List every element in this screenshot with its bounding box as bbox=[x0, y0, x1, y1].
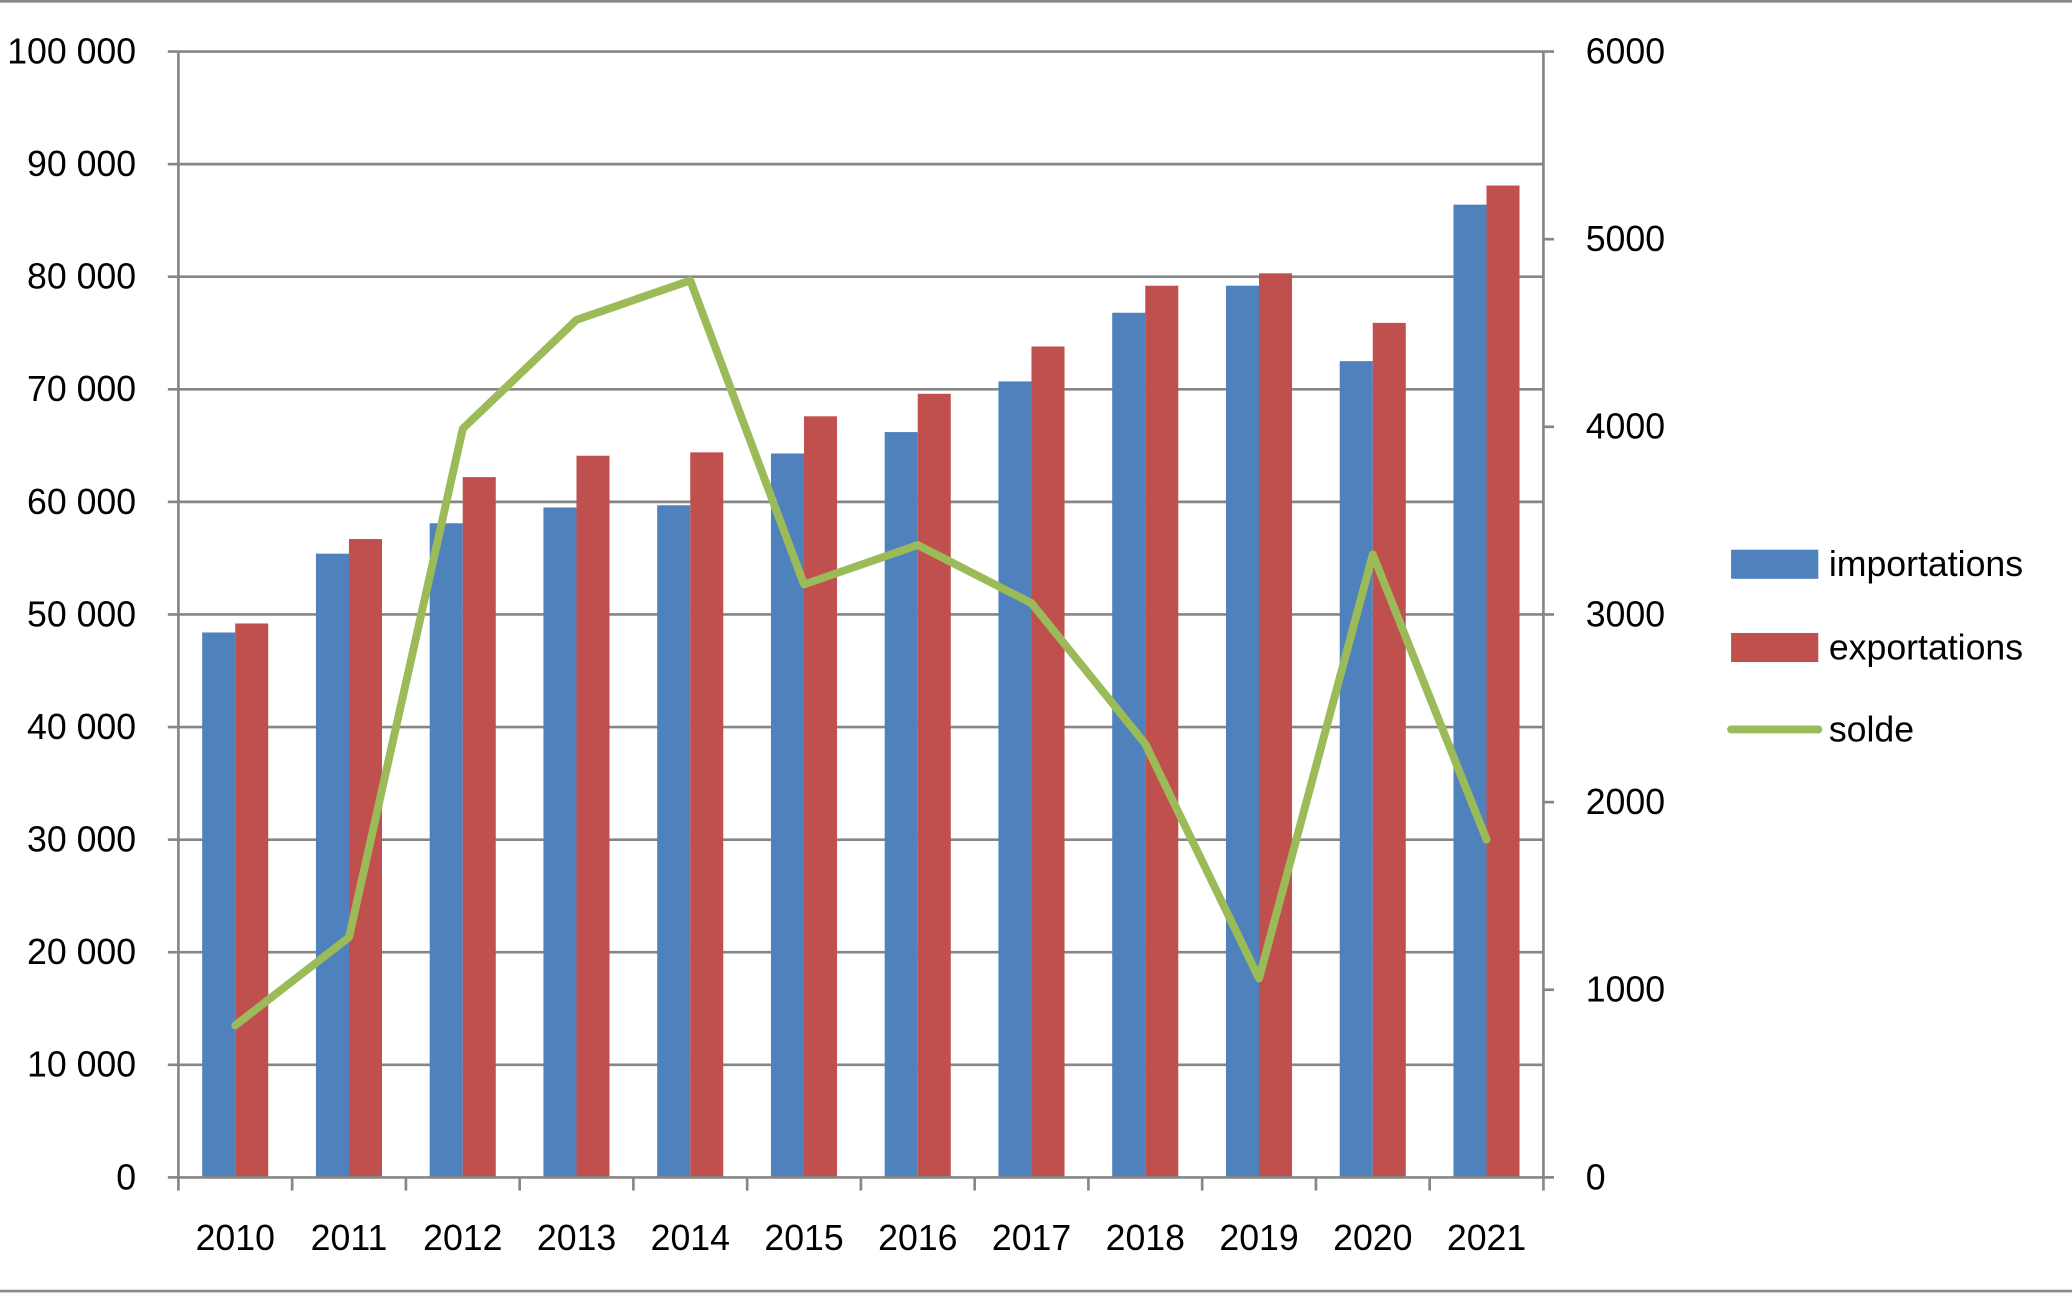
legend-label-solde: solde bbox=[1829, 709, 1914, 749]
left-axis-tick-label: 90 000 bbox=[27, 144, 136, 184]
x-axis-tick-label: 2013 bbox=[537, 1218, 616, 1258]
right-axis-tick-label: 3000 bbox=[1586, 594, 1665, 634]
legend-label-exportations: exportations bbox=[1829, 627, 2023, 667]
exportations-bar bbox=[1486, 185, 1520, 1178]
exportations-bar bbox=[1031, 346, 1065, 1178]
x-axis-tick-label: 2019 bbox=[1219, 1218, 1298, 1258]
left-axis-tick-label: 80 000 bbox=[27, 257, 136, 297]
x-axis-tick-label: 2014 bbox=[651, 1218, 730, 1258]
legend-swatch-importations bbox=[1731, 549, 1819, 579]
x-axis-tick-label: 2010 bbox=[196, 1218, 275, 1258]
legend-swatch-exportations bbox=[1731, 632, 1819, 663]
right-axis-tick-label: 4000 bbox=[1586, 407, 1665, 447]
exportations-bar bbox=[917, 393, 951, 1178]
left-axis-tick-label: 0 bbox=[116, 1157, 136, 1197]
exportations-bar bbox=[1145, 285, 1179, 1178]
exportations-bar bbox=[235, 623, 269, 1178]
left-axis-tick-label: 50 000 bbox=[27, 594, 136, 634]
importations-bar bbox=[1225, 285, 1259, 1178]
importations-bar bbox=[543, 507, 577, 1178]
x-axis-tick-label: 2016 bbox=[878, 1218, 957, 1258]
importations-bar bbox=[657, 505, 691, 1178]
left-axis-tick-label: 30 000 bbox=[27, 820, 136, 860]
axes bbox=[167, 50, 1554, 1191]
x-axis-tick-label: 2017 bbox=[992, 1218, 1071, 1258]
right-axis-tick-label: 2000 bbox=[1586, 782, 1665, 822]
right-axis-tick-label: 6000 bbox=[1586, 31, 1665, 71]
left-axis-tick-label: 40 000 bbox=[27, 707, 136, 747]
importations-bar bbox=[1112, 312, 1146, 1178]
x-axis-tick-label: 2018 bbox=[1106, 1218, 1185, 1258]
solde-line bbox=[231, 276, 1491, 1030]
left-axis-tick-label: 70 000 bbox=[27, 369, 136, 409]
exportations-bar bbox=[1258, 273, 1293, 1178]
importations-bar bbox=[202, 632, 236, 1178]
exportations-bar bbox=[1372, 322, 1406, 1178]
importations-bar bbox=[315, 553, 349, 1178]
x-axis-tick-label: 2012 bbox=[423, 1218, 502, 1258]
legend: importations exportations solde bbox=[1727, 544, 2023, 749]
exportations-bar bbox=[462, 477, 496, 1178]
solde-line bbox=[231, 276, 1491, 1030]
importations-bar bbox=[1453, 204, 1487, 1178]
importations-bar bbox=[1339, 361, 1373, 1178]
left-axis-tick-label: 60 000 bbox=[27, 482, 136, 522]
importations-bar bbox=[429, 523, 463, 1178]
x-axis-tick-label: 2011 bbox=[311, 1218, 388, 1258]
left-axis-tick-label: 10 000 bbox=[27, 1045, 136, 1085]
right-axis-tick-label: 5000 bbox=[1586, 219, 1665, 259]
x-axis-tick-label: 2020 bbox=[1333, 1218, 1412, 1258]
exportations-bar bbox=[576, 455, 610, 1178]
gridlines bbox=[178, 50, 1544, 1067]
bars bbox=[202, 185, 1520, 1178]
x-axis-tick-label: 2021 bbox=[1447, 1218, 1526, 1258]
exportations-bar bbox=[803, 416, 838, 1178]
legend-label-importations: importations bbox=[1829, 544, 2023, 584]
left-axis-tick-label: 100 000 bbox=[7, 31, 136, 71]
right-axis-tick-label: 1000 bbox=[1586, 970, 1665, 1010]
right-axis-tick-label: 0 bbox=[1586, 1157, 1606, 1197]
x-axis-tick-label: 2015 bbox=[764, 1218, 843, 1258]
importations-bar bbox=[998, 381, 1032, 1178]
tick-labels: 0 10 000 20 000 30 000 40 000 50 000 60 000 70 … bbox=[7, 31, 1665, 1258]
exportations-bar bbox=[690, 452, 724, 1178]
left-axis-tick-label: 20 000 bbox=[27, 932, 136, 972]
